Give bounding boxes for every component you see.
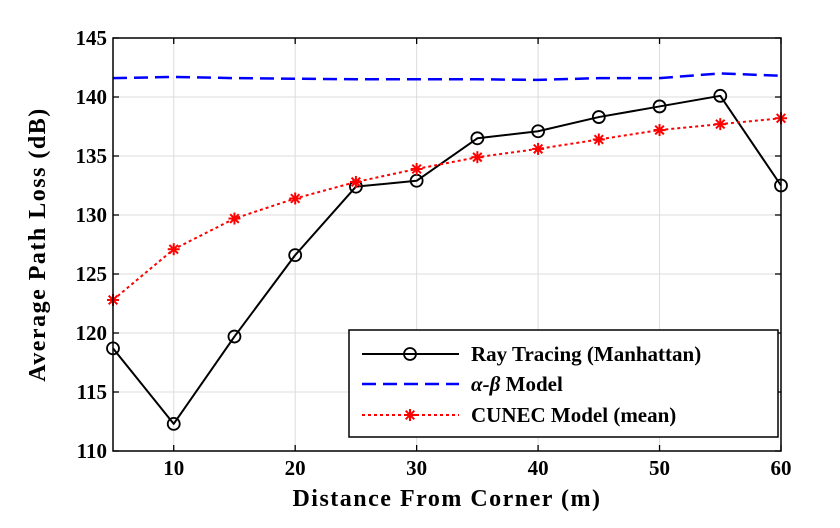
data-point-ray-tracing xyxy=(470,131,485,146)
data-point-cunec xyxy=(167,243,180,256)
x-tick-label: 30 xyxy=(406,456,427,480)
y-tick-label: 140 xyxy=(76,85,108,109)
data-point-cunec xyxy=(653,124,666,137)
y-tick-label: 115 xyxy=(77,380,107,404)
data-point-ray-tracing xyxy=(591,110,606,124)
y-tick-label: 135 xyxy=(76,144,108,168)
legend-label-alpha-beta-symbol: β xyxy=(489,372,501,396)
asterisk-stroke xyxy=(404,409,416,421)
y-tick-label: 110 xyxy=(77,439,107,463)
asterisk-stroke xyxy=(290,193,301,204)
y-tick-label: 145 xyxy=(76,26,108,50)
legend-marker-sample xyxy=(403,347,417,361)
series-line-alpha-beta xyxy=(112,72,782,82)
x-tick-label: 50 xyxy=(649,456,670,480)
series-layer xyxy=(106,72,788,431)
legend-marker-sample xyxy=(404,409,416,421)
y-tick-label: 130 xyxy=(76,203,108,227)
data-point-cunec xyxy=(228,212,241,225)
asterisk-stroke xyxy=(715,119,726,130)
legend-label-alpha-beta-prefix: α- xyxy=(471,372,490,396)
x-tick-label: 10 xyxy=(163,456,184,480)
data-point-ray-tracing xyxy=(166,416,181,431)
data-point-ray-tracing xyxy=(713,88,728,103)
asterisk-stroke xyxy=(593,134,604,145)
asterisk-stroke xyxy=(350,176,361,187)
data-point-cunec xyxy=(471,151,484,164)
asterisk-stroke xyxy=(168,244,179,255)
legend-sample-ray-tracing xyxy=(362,347,459,361)
legend-label-alpha-beta: α-β Model xyxy=(471,372,563,396)
asterisk-stroke xyxy=(533,143,544,154)
legend-sample-cunec xyxy=(362,409,459,421)
x-axis-label: Distance From Corner (m) xyxy=(292,486,601,512)
series-alpha-beta xyxy=(112,72,782,82)
legend-box xyxy=(348,329,779,438)
x-tick-label: 60 xyxy=(771,456,792,480)
data-point-ray-tracing xyxy=(288,248,303,263)
data-point-ray-tracing xyxy=(531,124,545,139)
data-point-ray-tracing xyxy=(652,99,667,114)
data-point-cunec xyxy=(592,133,605,146)
plot-frame xyxy=(112,37,782,452)
x-tick-label: 40 xyxy=(528,456,549,480)
asterisk-stroke xyxy=(472,152,483,163)
data-point-cunec xyxy=(289,192,302,205)
y-tick-label: 120 xyxy=(76,321,108,345)
asterisk-stroke xyxy=(411,163,422,175)
legend-label-alpha-beta-suffix: Model xyxy=(500,372,563,396)
data-point-cunec xyxy=(410,162,423,175)
data-point-cunec xyxy=(532,142,545,155)
axis-ticks: 10 20 30 40 50 60 110 115 120 125 130 135 140 145 xyxy=(76,26,792,480)
series-line-ray-tracing xyxy=(112,94,782,425)
asterisk-stroke xyxy=(654,125,665,136)
y-tick-label: 125 xyxy=(76,262,108,286)
x-tick-label: 20 xyxy=(285,456,306,480)
data-point-cunec xyxy=(349,175,362,188)
series-line-cunec xyxy=(112,117,782,301)
data-point-cunec xyxy=(714,118,727,131)
y-axis-label: Average Path Loss (dB) xyxy=(25,107,51,382)
legend-label-cunec: CUNEC Model (mean) xyxy=(471,403,676,427)
legend: Ray Tracing (Manhattan) α-β Model CUNEC … xyxy=(348,329,779,438)
legend-label-ray-tracing: Ray Tracing (Manhattan) xyxy=(471,342,701,366)
asterisk-stroke xyxy=(229,213,240,224)
data-point-ray-tracing xyxy=(227,329,242,344)
